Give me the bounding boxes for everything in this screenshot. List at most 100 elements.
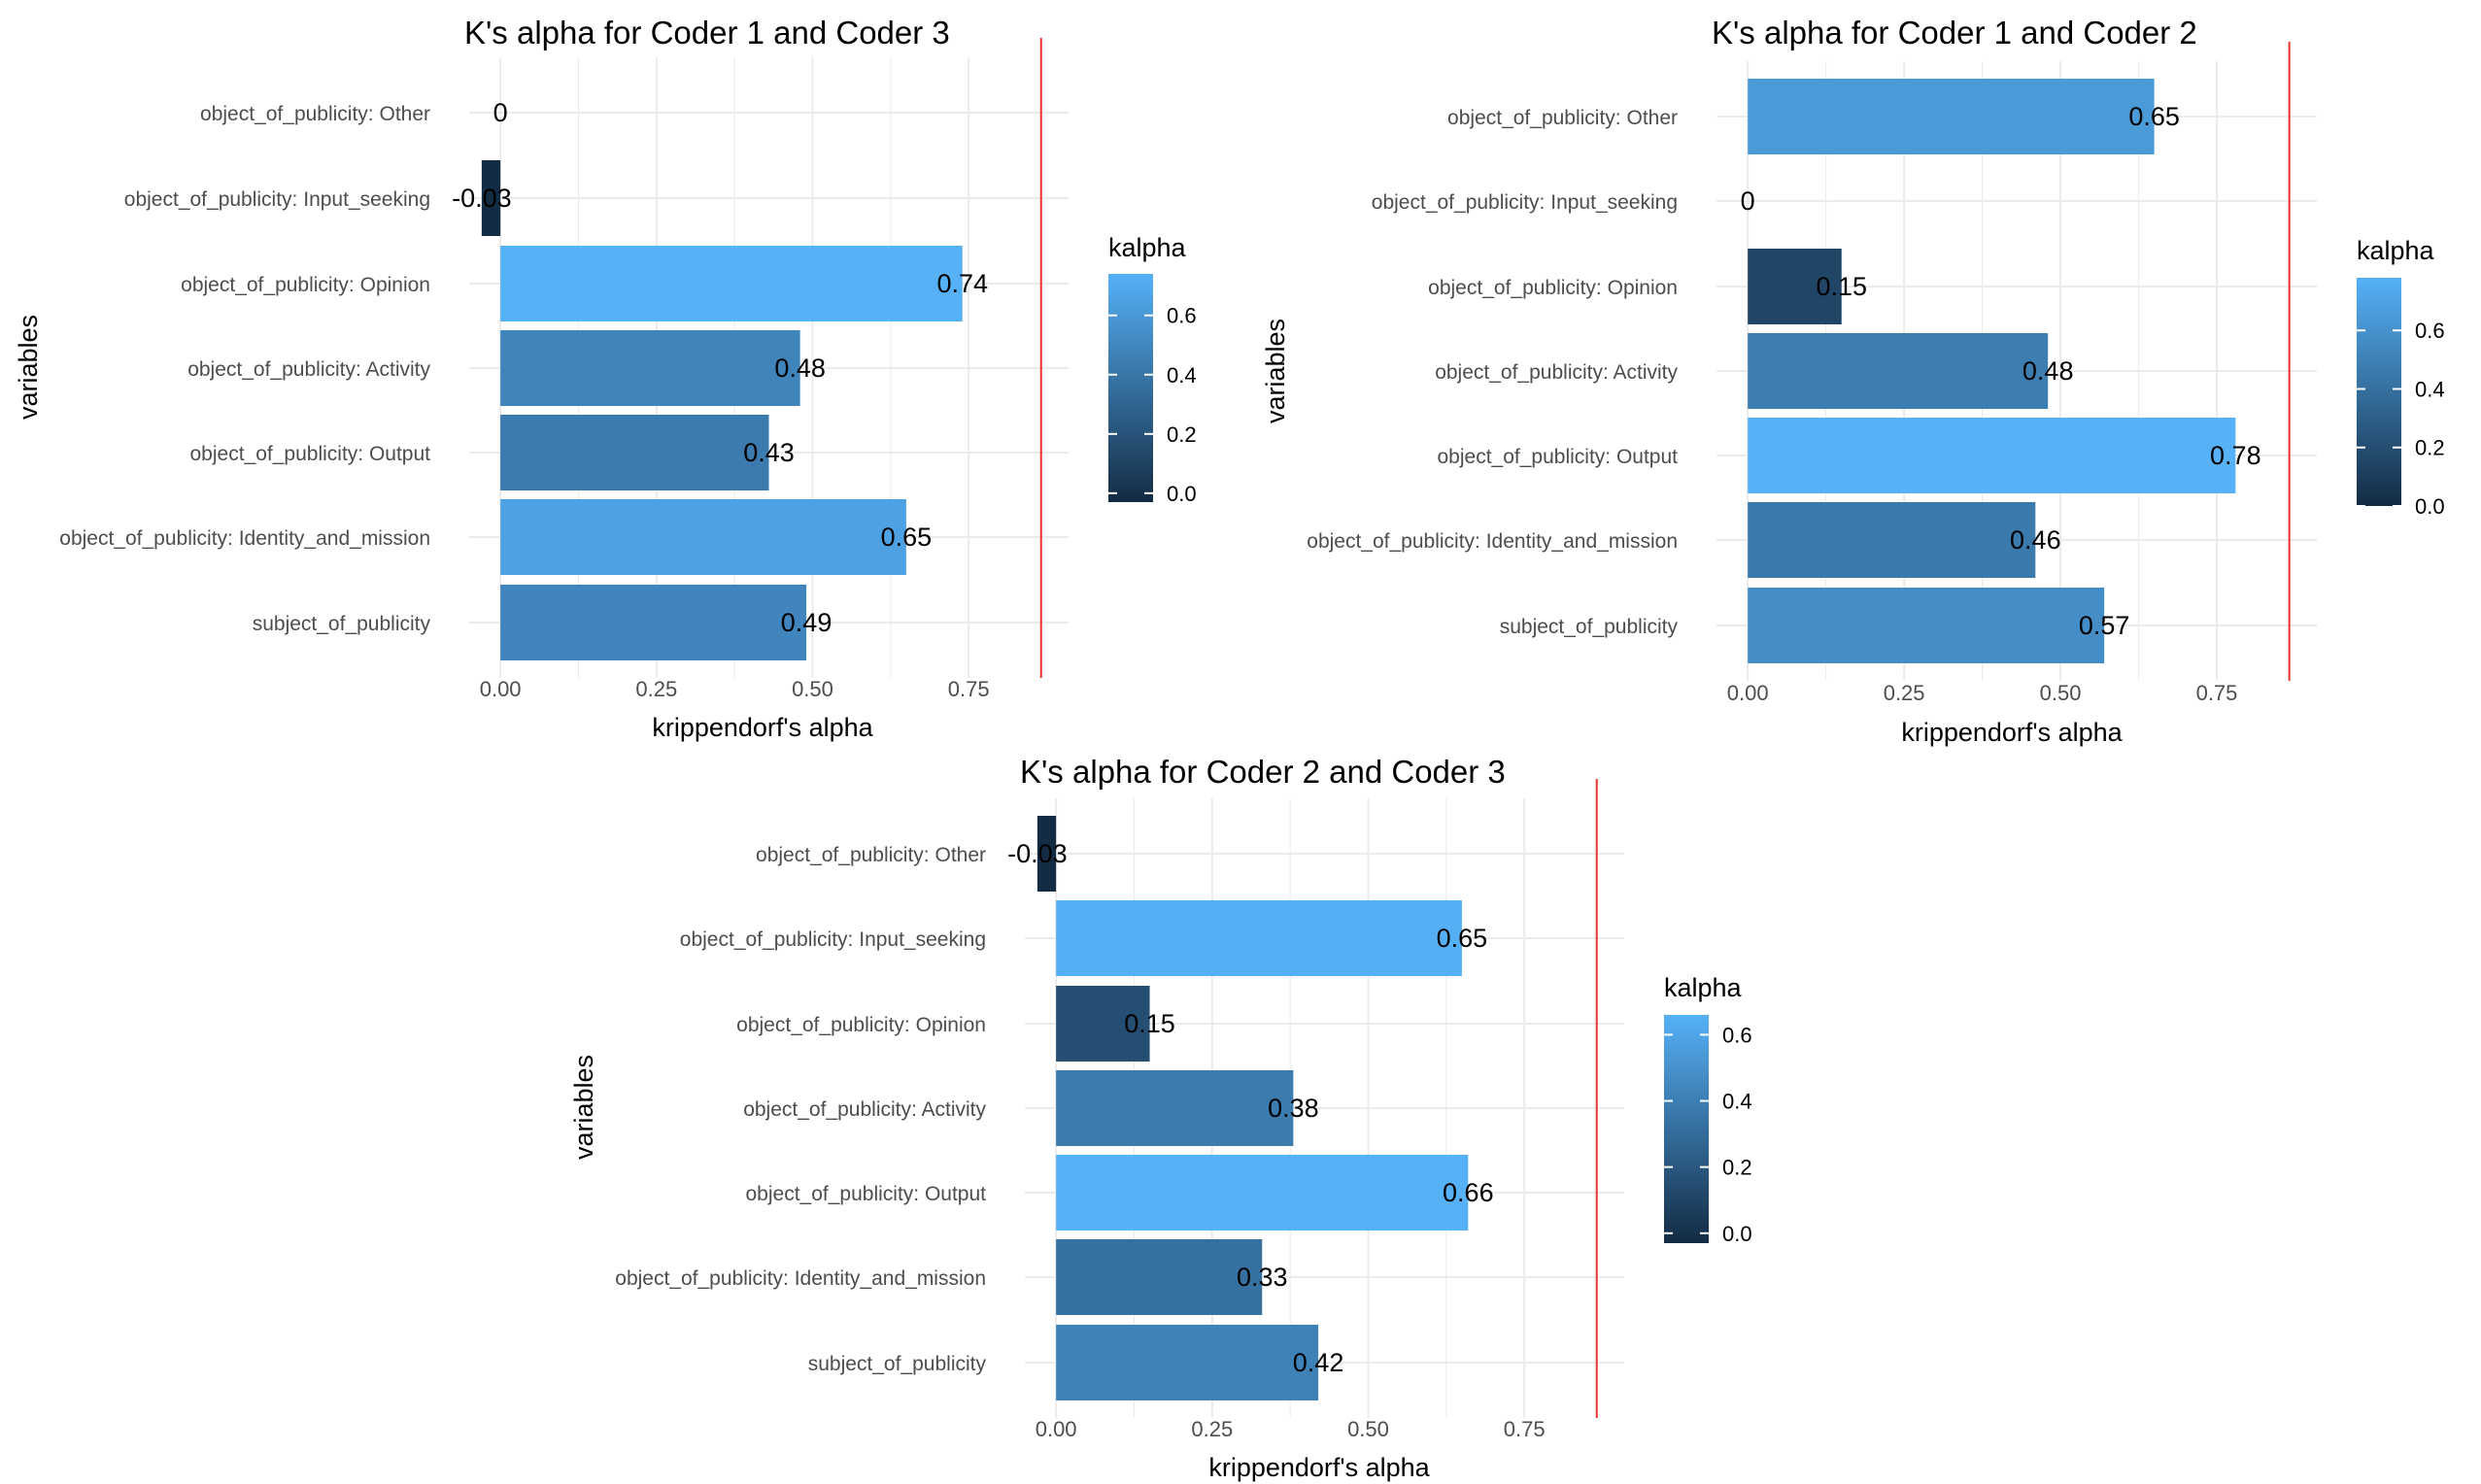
x-tick-label: 0.00 [480, 677, 522, 701]
legend-colorbar [1664, 1015, 1709, 1243]
x-axis-title: krippendorf's alpha [1901, 718, 2123, 747]
data-label: 0.65 [1437, 924, 1488, 953]
x-tick-label: 0.25 [1191, 1417, 1233, 1441]
y-axis-title: variables [14, 315, 43, 420]
data-label: 0.48 [2022, 356, 2074, 386]
data-label: 0.78 [2210, 441, 2261, 470]
x-tick-label: 0.75 [2196, 681, 2238, 705]
legend-title: kalpha [1108, 233, 1187, 262]
data-label: 0.33 [1237, 1263, 1288, 1292]
bar [1037, 816, 1057, 892]
legend-tick-label: 0.2 [1722, 1156, 1752, 1180]
bar [1056, 986, 1150, 1062]
legend-tick-label: 0.6 [2415, 319, 2445, 343]
data-label: 0.57 [2079, 611, 2130, 640]
x-tick-label: 0.25 [635, 677, 677, 701]
data-label: 0 [1741, 186, 1755, 216]
y-tick-label: object_of_publicity: Input_seeking [680, 928, 986, 951]
y-tick-label: object_of_publicity: Opinion [1428, 277, 1678, 299]
legend-tick-label: 0.6 [1722, 1023, 1752, 1047]
x-tick-label: 0.50 [792, 677, 833, 701]
y-tick-label: object_of_publicity: Opinion [736, 1014, 986, 1036]
data-label: 0.65 [2128, 102, 2180, 131]
panel-coder1-coder3: K's alpha for Coder 1 and Coder 3 variab… [14, 15, 1197, 742]
data-label: 0.48 [774, 354, 826, 383]
legend-tick-label: 0.4 [2415, 377, 2445, 401]
y-tick-label: object_of_publicity: Input_seeking [124, 188, 430, 211]
panel-coder2-coder3: K's alpha for Coder 2 and Coder 3 variab… [569, 754, 1752, 1482]
x-axis-title: krippendorf's alpha [1208, 1453, 1430, 1482]
x-tick-label: 0.75 [948, 677, 990, 701]
y-tick-label: object_of_publicity: Activity [743, 1098, 986, 1121]
x-tick-label: 0.25 [1884, 681, 1925, 705]
bar [1056, 1239, 1263, 1315]
data-label: 0.66 [1443, 1178, 1494, 1207]
legend-colorbar [1108, 274, 1153, 502]
data-label: 0.15 [1124, 1009, 1175, 1038]
y-tick-label: object_of_publicity: Identity_and_missio… [1307, 530, 1678, 553]
data-label: 0.49 [781, 608, 833, 637]
y-tick-label: object_of_publicity: Other [1447, 107, 1678, 129]
bar [1748, 588, 2105, 663]
data-label: -0.03 [1007, 839, 1068, 868]
bar [1056, 1325, 1319, 1400]
legend-tick-label: 0.6 [1167, 304, 1197, 328]
y-tick-label: object_of_publicity: Identity_and_missio… [59, 527, 430, 550]
y-tick-label: object_of_publicity: Other [756, 844, 986, 866]
bar [500, 585, 807, 660]
y-tick-label: object_of_publicity: Output [746, 1183, 987, 1205]
data-label: 0.74 [936, 269, 988, 298]
legend-title: kalpha [2357, 236, 2435, 265]
panel-title: K's alpha for Coder 2 and Coder 3 [1020, 754, 1506, 790]
bar [1748, 333, 2049, 409]
legend-tick-label: 0.2 [1167, 422, 1197, 447]
bar [500, 415, 769, 490]
data-label: 0 [493, 98, 508, 127]
y-tick-label: subject_of_publicity [808, 1353, 987, 1375]
bar [1748, 249, 1842, 324]
bar [500, 499, 906, 575]
data-label: 0.38 [1268, 1094, 1319, 1123]
data-label: 0.15 [1816, 272, 1867, 301]
y-tick-label: object_of_publicity: Other [200, 103, 430, 125]
y-tick-label: object_of_publicity: Input_seeking [1372, 191, 1678, 214]
bar [481, 160, 501, 236]
legend-tick-label: 0.0 [2415, 494, 2445, 519]
bar [1056, 900, 1462, 976]
x-axis-title: krippendorf's alpha [652, 713, 873, 742]
legend-tick-label: 0.4 [1167, 363, 1197, 388]
panel-title: K's alpha for Coder 1 and Coder 2 [1712, 15, 2197, 51]
y-axis-title: variables [1261, 319, 1290, 423]
y-tick-label: subject_of_publicity [1500, 616, 1679, 638]
x-tick-label: 0.50 [2040, 681, 2082, 705]
data-label: 0.46 [2010, 525, 2061, 555]
data-label: 0.43 [743, 438, 795, 467]
legend-title: kalpha [1664, 973, 1743, 1002]
x-tick-label: 0.00 [1727, 681, 1769, 705]
y-tick-label: object_of_publicity: Activity [187, 358, 430, 381]
bar [1056, 1070, 1294, 1146]
legend-tick-label: 0.2 [2415, 436, 2445, 460]
bar [500, 246, 963, 321]
x-tick-label: 0.75 [1504, 1417, 1546, 1441]
bar [1056, 1155, 1469, 1231]
y-tick-label: subject_of_publicity [253, 613, 431, 635]
y-tick-label: object_of_publicity: Opinion [181, 274, 430, 296]
data-label: 0.42 [1293, 1348, 1344, 1377]
data-label: 0.65 [881, 523, 933, 552]
y-tick-label: object_of_publicity: Output [190, 443, 431, 465]
legend-colorbar [2357, 278, 2401, 506]
legend-tick-label: 0.0 [1167, 482, 1197, 506]
bar [500, 330, 800, 406]
bar [1748, 502, 2036, 578]
y-tick-label: object_of_publicity: Activity [1435, 361, 1678, 384]
legend-tick-label: 0.4 [1722, 1090, 1752, 1114]
y-axis-title: variables [569, 1055, 598, 1160]
x-tick-label: 0.50 [1347, 1417, 1389, 1441]
bar [1748, 79, 2155, 154]
bar [1748, 418, 2236, 493]
panel-coder1-coder2: K's alpha for Coder 1 and Coder 2 variab… [1261, 15, 2445, 747]
x-tick-label: 0.00 [1036, 1417, 1077, 1441]
